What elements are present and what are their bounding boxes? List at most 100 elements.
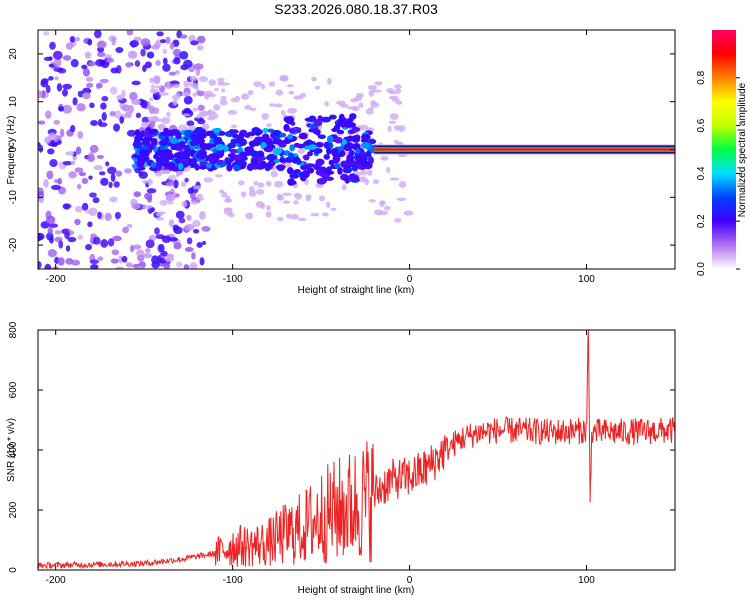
spectrogram-cell	[274, 180, 284, 188]
spectrogram-cell	[74, 218, 81, 226]
spectrogram-cell	[244, 104, 252, 110]
spectrogram-cell	[233, 154, 243, 161]
spectrogram-cell	[227, 110, 238, 115]
spectrogram-cell	[133, 36, 142, 42]
spectrogram-cell	[233, 163, 241, 172]
spectrogram-cell	[115, 170, 123, 177]
spectrogram-cell	[38, 261, 42, 269]
spectrogram-cell	[166, 162, 174, 170]
spectrogram-cell	[141, 116, 150, 124]
spectrogram-cell	[283, 123, 290, 132]
spectrogram-cell	[159, 199, 168, 206]
spectrogram-cell	[205, 162, 213, 169]
spectrogram-cell	[197, 118, 206, 125]
spectrogram-cell	[140, 38, 151, 47]
spectrogram-cell	[208, 157, 215, 163]
spectrogram-cell	[93, 236, 101, 245]
spectrogram-cell	[203, 90, 214, 97]
spectrogram-cell	[82, 68, 91, 77]
colorbar-gradient	[712, 30, 736, 269]
spectrogram-cell	[100, 177, 109, 186]
spectrogram-cell	[286, 167, 294, 175]
spectrogram-cell	[218, 131, 226, 136]
spectrogram-cell	[287, 133, 293, 140]
spectrogram-cell	[288, 152, 295, 161]
colorbar-tick-label: 0.8	[696, 70, 707, 84]
spectrogram-cell	[255, 188, 265, 195]
spectrogram-cell	[296, 127, 302, 134]
spectrogram-cell	[214, 174, 223, 178]
spectrogram-cell	[157, 118, 163, 122]
spectrogram-cell	[355, 148, 361, 155]
spectrogram-cell	[196, 114, 201, 119]
spectrogram-cell	[129, 40, 139, 48]
spectrogram-cell	[314, 85, 321, 90]
spectrogram-cell	[85, 244, 92, 251]
spectrogram-cell	[62, 160, 73, 166]
spectrogram-cell	[135, 112, 142, 119]
spectrogram-cell	[47, 148, 55, 155]
snr-xlabel: Height of straight line (km)	[298, 585, 415, 596]
spectrogram-cell	[70, 59, 79, 68]
spectrogram-cell	[155, 39, 162, 45]
spectrogram-cell	[168, 174, 177, 181]
spectrogram-cell	[68, 171, 77, 179]
spectrogram-cell	[69, 35, 76, 43]
spectrogram-cell	[288, 90, 295, 95]
spectrogram-cell	[165, 181, 175, 187]
spectrogram-cell	[250, 158, 259, 166]
spectrogram-cell	[351, 163, 359, 171]
spectrogram-cell	[161, 235, 172, 243]
spectrogram-cell	[151, 255, 159, 264]
spectrogram-cell	[71, 259, 81, 266]
spectrogram-cell	[229, 129, 239, 134]
spectrogram-cell	[100, 102, 107, 110]
spectrogram-cell	[368, 199, 377, 203]
spectrogram-cell	[110, 173, 116, 182]
spectrogram-cell	[99, 78, 109, 84]
spectrogram-cell	[394, 84, 403, 89]
spectrogram-cell	[313, 118, 323, 127]
spectrogram-cell	[324, 176, 334, 181]
spectrogram-cell	[216, 143, 225, 151]
spectrogram-cell	[183, 264, 190, 269]
spectrogram-cell	[81, 202, 89, 211]
colorbar-label: Normalized spectral amplitude	[737, 82, 748, 217]
spectrogram-cell	[196, 45, 204, 51]
spectrogram-cell	[321, 116, 331, 123]
spectrogram-cell	[92, 197, 100, 204]
spectrogram-cell	[57, 257, 65, 266]
spectrogram-cell	[119, 116, 125, 124]
spectrogram-cell	[247, 131, 257, 137]
spectrogram-cell	[155, 60, 161, 66]
spectrogram-cell	[57, 178, 63, 185]
spectrogram-cell	[183, 107, 192, 115]
spectrogram-cell	[245, 212, 254, 220]
spectrogram-cell	[212, 148, 218, 154]
spectrogram-cell	[121, 89, 126, 98]
spectrogram-cell	[282, 150, 291, 156]
spectrogram-cell	[54, 76, 59, 81]
spectrogram-cell	[196, 242, 203, 248]
spectrogram-cell	[268, 161, 276, 166]
spectrogram-cell	[38, 144, 44, 153]
spectrogram-cell	[270, 170, 279, 178]
spectrogram-cell	[108, 181, 113, 189]
spectrogram-cell	[107, 166, 117, 175]
spectrogram-cell	[82, 87, 92, 95]
spectrogram-cell	[201, 123, 210, 130]
spectrogram-cell	[163, 262, 171, 269]
spectrogram-cell	[336, 129, 345, 135]
spectrogram-cell	[150, 83, 155, 91]
spectrogram-cell	[89, 102, 95, 109]
spectrogram-cell	[367, 85, 377, 91]
spectrogram-cell	[339, 121, 347, 128]
spectrogram-xtick-label: 100	[578, 274, 595, 285]
spectrogram-cell	[216, 159, 223, 166]
spectrogram-cell	[154, 170, 162, 177]
spectrogram-cell	[58, 240, 64, 249]
spectrogram-cell	[87, 154, 96, 163]
spectrogram-cell	[49, 236, 54, 244]
spectrogram-cell	[262, 127, 268, 134]
spectrogram-cell	[158, 139, 169, 146]
